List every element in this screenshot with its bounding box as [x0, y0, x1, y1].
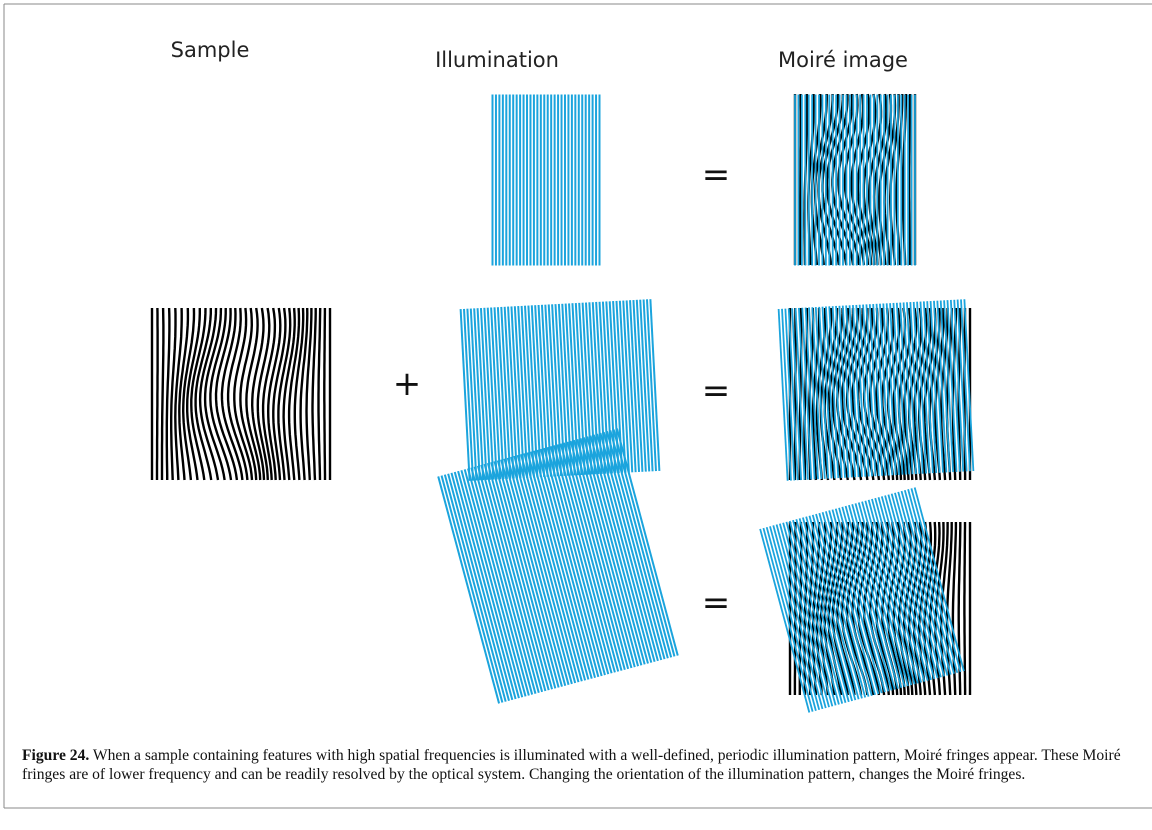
equals-sign: = — [702, 583, 731, 623]
sample-line — [324, 308, 325, 480]
heading-illumination: Illumination — [435, 48, 559, 72]
plus-sign: + — [393, 364, 422, 404]
heading-moire: Moiré image — [778, 48, 908, 72]
caption-label: Figure 24. — [22, 747, 89, 764]
sample-line — [167, 308, 170, 480]
caption: Figure 24. When a sample containing feat… — [22, 746, 1140, 784]
equals-sign: = — [702, 371, 731, 411]
sample-line — [800, 94, 801, 265]
patterns — [152, 94, 973, 712]
sample-line — [157, 308, 158, 480]
sample-line — [313, 308, 316, 480]
sample-line — [795, 308, 796, 480]
page: Sample Illumination Moiré image + = = = … — [0, 0, 1152, 830]
sample-line — [171, 308, 175, 480]
sample-line — [162, 308, 163, 480]
illumination-pattern — [493, 95, 600, 266]
sample-line — [964, 522, 965, 695]
sample-line — [909, 94, 910, 265]
caption-text: When a sample containing features with h… — [22, 747, 1121, 783]
sample-line — [319, 308, 321, 480]
equals-sign: = — [702, 155, 731, 195]
heading-sample: Sample — [171, 38, 250, 62]
sample-pattern — [152, 308, 330, 480]
figure: Sample Illumination Moiré image + = = = — [0, 0, 1152, 830]
